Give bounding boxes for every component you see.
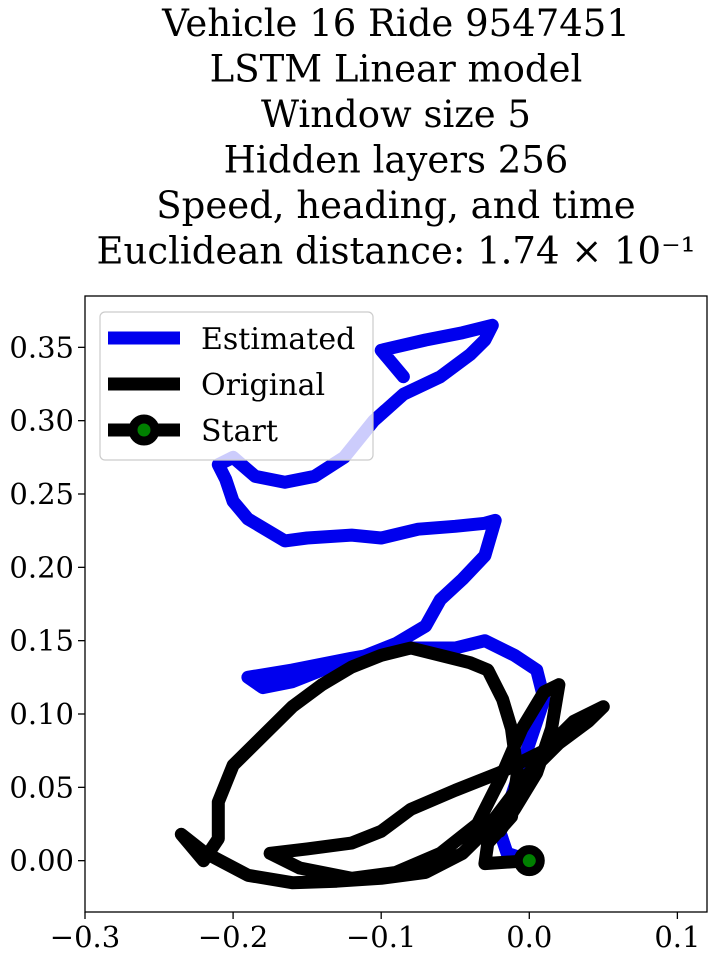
y-tick-label: 0.35 <box>9 330 74 364</box>
legend-start-marker <box>128 414 160 446</box>
x-tick-label: −0.2 <box>198 920 268 954</box>
x-tick-label: 0.0 <box>506 920 552 954</box>
legend: Estimated Original Start <box>99 311 374 461</box>
title-line-1: LSTM Linear model <box>210 48 583 91</box>
legend-label-estimated: Estimated <box>201 322 355 357</box>
x-axis: −0.3 −0.2 −0.1 0.0 0.1 <box>50 912 700 954</box>
x-tick-label: −0.3 <box>50 920 120 954</box>
y-tick-label: 0.00 <box>9 844 74 878</box>
x-tick-label: −0.1 <box>346 920 416 954</box>
legend-box <box>99 311 374 461</box>
plot-frame <box>84 295 708 913</box>
y-tick-label: 0.30 <box>9 404 74 438</box>
series-line-original <box>174 641 610 890</box>
y-tick-label: 0.10 <box>9 697 74 731</box>
series-line-estimated <box>211 318 551 868</box>
start-marker <box>513 845 545 877</box>
y-tick-label: 0.25 <box>9 477 74 511</box>
x-tick-label: 0.1 <box>654 920 700 954</box>
title-line-0: Vehicle 16 Ride 9547451 <box>161 2 630 45</box>
title-line-4: Speed, heading, and time <box>156 184 635 227</box>
title-line-2: Window size 5 <box>261 93 531 136</box>
legend-label-start: Start <box>201 414 278 449</box>
y-tick-label: 0.15 <box>9 624 74 658</box>
legend-label-original: Original <box>201 368 325 403</box>
y-axis: 0.00 0.05 0.10 0.15 0.20 0.25 0.30 0.35 <box>9 330 85 878</box>
plot-content <box>174 318 610 890</box>
title-line-5: Euclidean distance: 1.74 × 10⁻¹ <box>97 230 696 273</box>
y-tick-label: 0.05 <box>9 770 74 804</box>
title-line-3: Hidden layers 256 <box>224 139 569 182</box>
y-tick-label: 0.20 <box>9 550 74 584</box>
